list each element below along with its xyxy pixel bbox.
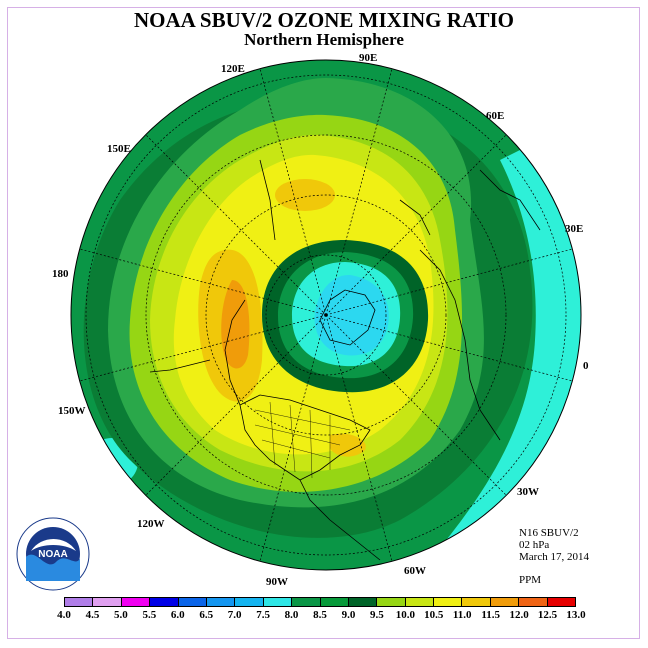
meridian-line <box>145 314 327 496</box>
legend-tick-label: 12.5 <box>537 609 558 621</box>
lon-label-90w: 90W <box>266 576 288 588</box>
legend-swatch <box>405 598 435 606</box>
legend-tick-label: 7.0 <box>227 609 242 621</box>
legend-swatch <box>206 598 236 606</box>
legend-tick-label: 4.5 <box>85 609 100 621</box>
info-level: 02 hPa <box>519 539 550 551</box>
lon-label-30e: 30E <box>565 223 584 235</box>
legend-swatch <box>263 598 293 606</box>
legend-tick-label: 6.5 <box>199 609 214 621</box>
lon-label-150e: 150E <box>107 143 131 155</box>
state-borders <box>254 401 351 479</box>
legend-swatch <box>178 598 207 606</box>
legend-tick-label: 8.0 <box>284 609 299 621</box>
lon-label-180: 180 <box>52 268 69 280</box>
legend-swatch <box>320 598 349 606</box>
figure-frame <box>7 7 640 639</box>
legend-tick-label: 10.0 <box>395 609 415 621</box>
meridian-line <box>259 314 327 562</box>
lon-label-90e: 90E <box>359 52 378 64</box>
legend-swatch <box>121 598 151 606</box>
legend-swatch <box>377 598 406 606</box>
legend-tick-label: 7.5 <box>256 609 270 621</box>
lon-label-0: 0 <box>583 360 589 372</box>
legend-swatch <box>434 598 463 606</box>
meridian-line <box>325 134 507 316</box>
map-title: NOAA SBUV/2 OZONE MIXING RATIO <box>134 8 514 32</box>
legend-swatch <box>235 598 264 606</box>
lon-label-60w: 60W <box>404 565 426 577</box>
legend-swatch <box>65 598 94 606</box>
legend-tick-label: 11.5 <box>481 609 500 621</box>
legend-tick-label: 5.0 <box>114 609 128 621</box>
meridian-line <box>325 314 393 562</box>
legend-tick-label: 9.5 <box>370 609 384 621</box>
meridian-line <box>145 134 327 316</box>
legend-swatch <box>462 598 491 606</box>
legend-tick-label: 8.5 <box>313 609 327 621</box>
color-legend-bar <box>64 597 576 607</box>
legend-swatch <box>547 598 576 606</box>
legend-tick-label: 5.5 <box>142 609 157 621</box>
meridian-line <box>79 248 327 316</box>
legend-swatch <box>519 598 548 606</box>
lon-label-30w: 30W <box>517 486 539 498</box>
legend-tick-label: 4.0 <box>57 609 71 621</box>
legend-tick-label: 12.0 <box>509 609 529 621</box>
meridian-line <box>325 314 507 496</box>
meridian-line <box>79 314 327 382</box>
legend-swatch <box>292 598 321 606</box>
legend-swatch <box>93 598 122 606</box>
noaa-logo-text: NOAA <box>38 549 67 560</box>
legend-swatch <box>348 598 378 606</box>
graticule <box>85 74 567 556</box>
meridian-line <box>259 68 327 316</box>
coastlines <box>149 159 541 561</box>
map-subtitle: Northern Hemisphere <box>244 30 404 49</box>
legend-tick-label: 13.0 <box>566 609 586 621</box>
info-date: March 17, 2014 <box>519 551 589 563</box>
lon-label-120e: 120E <box>221 63 245 75</box>
info-satellite: N16 SBUV/2 <box>519 527 579 539</box>
lon-label-60e: 60E <box>486 110 505 122</box>
legend-swatch <box>490 598 520 606</box>
meridians <box>79 68 573 562</box>
ozone-field <box>71 60 581 570</box>
meridian-line <box>325 68 393 316</box>
legend-tick-label: 6.0 <box>170 609 185 621</box>
info-units: PPM <box>519 574 542 586</box>
legend-tick-label: 10.5 <box>424 609 444 621</box>
legend-tick-label: 9.0 <box>341 609 356 621</box>
meridian-line <box>325 248 573 316</box>
lon-label-120w: 120W <box>137 518 165 530</box>
noaa-logo: NOAA <box>16 517 90 591</box>
meridian-line <box>325 314 573 382</box>
legend-swatch <box>150 598 179 606</box>
lon-label-150w: 150W <box>58 405 86 417</box>
map-boundary <box>70 59 582 571</box>
legend-tick-label: 11.0 <box>452 609 472 621</box>
